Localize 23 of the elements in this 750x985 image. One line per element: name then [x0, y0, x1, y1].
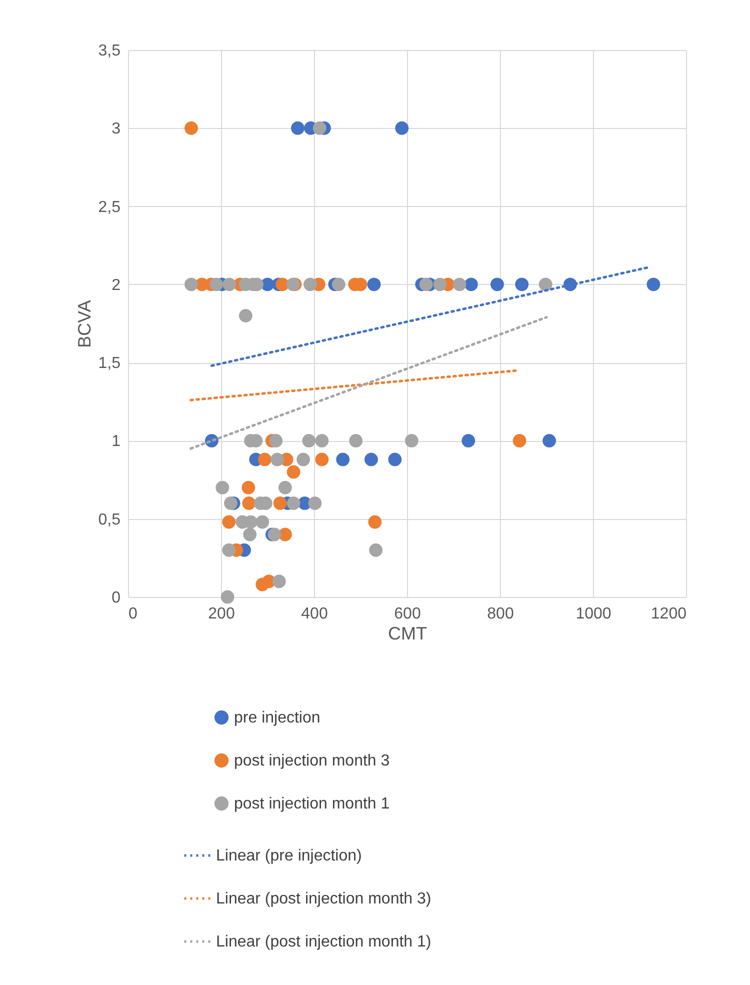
- legend-label: Linear (pre injection): [216, 848, 362, 864]
- legend-label: Linear (post injection month 3): [216, 890, 432, 908]
- y-tick-label: 3,5: [98, 42, 121, 60]
- y-tick-label: 0: [112, 590, 121, 606]
- x-tick-label: 0: [128, 606, 138, 622]
- legend-label: Linear (post injection month 1): [216, 934, 432, 950]
- x-tick-label: 800: [487, 606, 514, 622]
- legend-label: pre injection: [234, 710, 320, 726]
- y-tick-label: 0,5: [98, 511, 121, 528]
- x-axis-title: CMT: [388, 624, 427, 644]
- x-tick-label: 1000: [576, 606, 612, 622]
- y-tick-label: 3: [112, 120, 121, 138]
- x-tick-label: 200: [208, 606, 235, 622]
- x-tick-label: 1200: [650, 606, 687, 622]
- y-axis-title: BCVA: [74, 300, 94, 348]
- y-tick-label: 2: [112, 276, 121, 294]
- y-tick-label: 1,5: [98, 355, 121, 372]
- legend-label: post injection month 1: [234, 796, 390, 812]
- legend-label: post injection month 3: [234, 752, 390, 770]
- y-tick-label: 2,5: [98, 198, 121, 216]
- x-tick-label: 400: [301, 606, 328, 622]
- y-tick-label: 1: [112, 433, 121, 450]
- x-tick-label: 600: [394, 606, 421, 622]
